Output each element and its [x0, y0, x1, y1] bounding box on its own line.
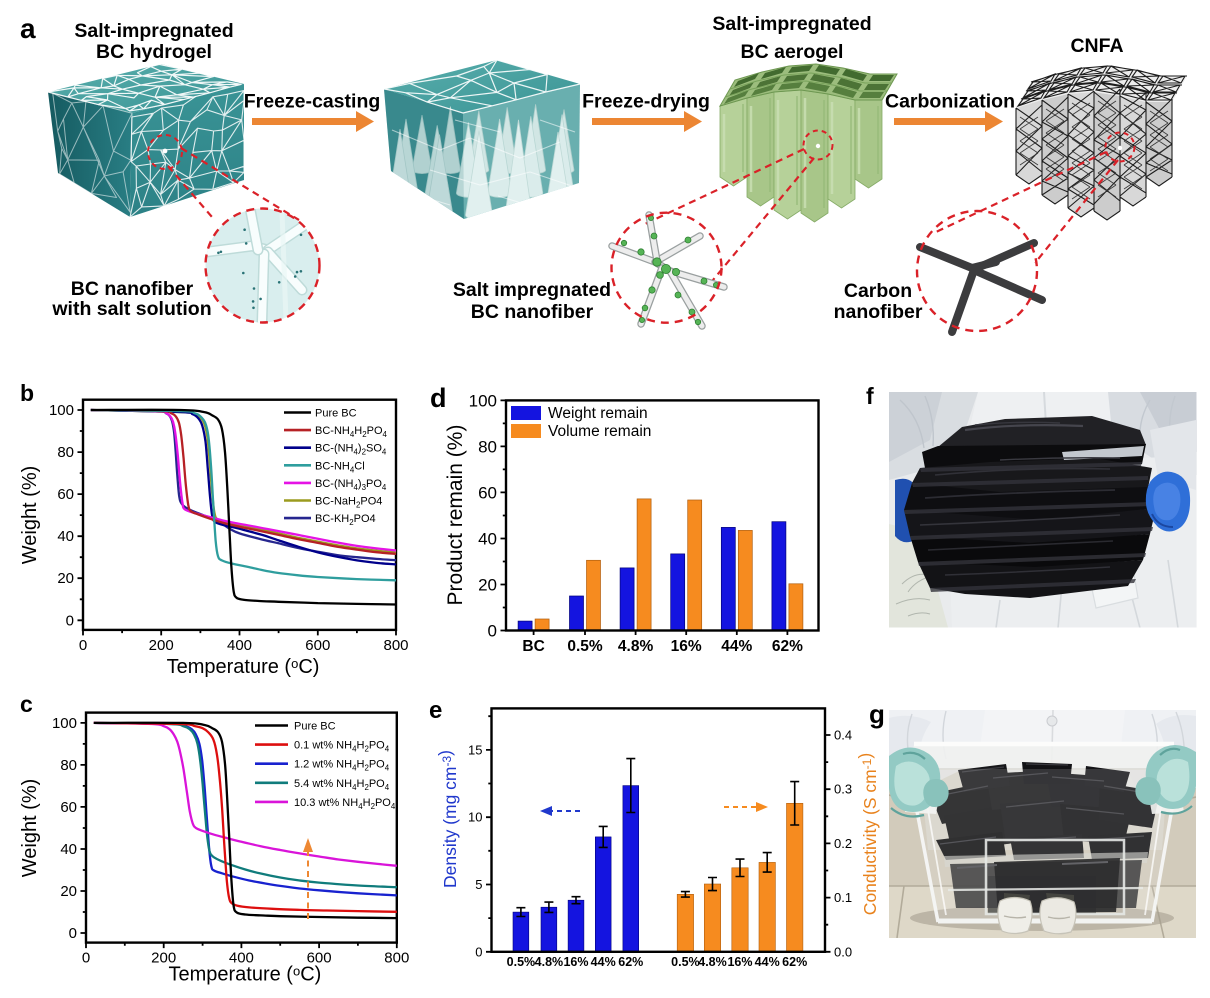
svg-text:0.5%: 0.5%: [567, 638, 603, 655]
svg-text:600: 600: [307, 950, 332, 967]
svg-text:60: 60: [478, 483, 497, 502]
svg-text:0.1: 0.1: [834, 890, 852, 905]
svg-text:200: 200: [151, 950, 176, 967]
svg-text:100: 100: [49, 402, 74, 419]
svg-text:Volume remain: Volume remain: [548, 423, 651, 440]
svg-text:5.4 wt% NH4H2PO4: 5.4 wt% NH4H2PO4: [294, 778, 390, 792]
svg-text:BC: BC: [522, 638, 544, 655]
svg-text:16%: 16%: [671, 638, 702, 655]
svg-text:0.1 wt% NH4H2PO4: 0.1 wt% NH4H2PO4: [294, 740, 390, 754]
svg-text:60: 60: [57, 486, 74, 503]
svg-text:a: a: [20, 13, 36, 44]
svg-text:b: b: [20, 380, 34, 406]
svg-text:80: 80: [60, 757, 77, 774]
svg-text:80: 80: [57, 444, 74, 461]
svg-text:400: 400: [229, 950, 254, 967]
svg-text:20: 20: [60, 883, 77, 900]
svg-text:62%: 62%: [618, 955, 643, 969]
svg-text:Salt impregnated: Salt impregnated: [453, 279, 611, 301]
svg-text:Salt-impregnated: Salt-impregnated: [74, 20, 233, 42]
svg-text:44%: 44%: [721, 638, 752, 655]
svg-text:4.8%: 4.8%: [535, 955, 564, 969]
svg-text:4.8%: 4.8%: [698, 955, 727, 969]
svg-text:44%: 44%: [755, 955, 780, 969]
svg-text:CNFA: CNFA: [1070, 35, 1123, 57]
svg-text:Salt-impregnated: Salt-impregnated: [712, 13, 871, 35]
svg-text:40: 40: [60, 841, 77, 858]
svg-text:0.4: 0.4: [834, 728, 852, 743]
svg-text:100: 100: [52, 715, 77, 732]
svg-text:0.5%: 0.5%: [507, 955, 536, 969]
svg-text:nanofiber: nanofiber: [834, 301, 923, 323]
svg-text:200: 200: [149, 637, 174, 654]
svg-text:15: 15: [468, 742, 482, 757]
svg-text:Product remain (%): Product remain (%): [444, 425, 467, 606]
svg-text:c: c: [20, 691, 33, 717]
svg-text:5: 5: [475, 877, 482, 892]
svg-text:Freeze-drying: Freeze-drying: [582, 91, 710, 113]
svg-text:BC nanofiber: BC nanofiber: [471, 301, 594, 323]
svg-text:BC-(NH4)3PO4: BC-(NH4)3PO4: [315, 478, 387, 492]
svg-text:40: 40: [57, 528, 74, 545]
svg-text:10: 10: [468, 810, 482, 825]
svg-text:with salt solution: with salt solution: [51, 298, 211, 320]
svg-text:80: 80: [478, 437, 497, 456]
svg-text:BC nanofiber: BC nanofiber: [71, 278, 194, 300]
svg-text:Carbon: Carbon: [844, 280, 912, 302]
svg-text:Pure BC: Pure BC: [315, 408, 357, 420]
svg-text:BC-NaH2PO4: BC-NaH2PO4: [315, 496, 382, 510]
svg-text:BC-NH4H2PO4: BC-NH4H2PO4: [315, 425, 388, 439]
svg-text:Carbonization: Carbonization: [885, 91, 1015, 113]
svg-text:4.8%: 4.8%: [618, 638, 654, 655]
svg-text:0: 0: [82, 950, 90, 967]
svg-text:0.3: 0.3: [834, 782, 852, 797]
svg-text:Temperature (oC): Temperature (oC): [167, 656, 320, 678]
svg-text:Temperature (oC): Temperature (oC): [168, 964, 321, 986]
svg-text:16%: 16%: [563, 955, 588, 969]
svg-text:60: 60: [60, 799, 77, 816]
svg-text:800: 800: [384, 950, 409, 967]
svg-text:62%: 62%: [782, 955, 807, 969]
svg-text:Conductivity (S cm-1): Conductivity (S cm-1): [855, 753, 880, 915]
svg-text:600: 600: [305, 637, 330, 654]
svg-text:1.2 wt% NH4H2PO4: 1.2 wt% NH4H2PO4: [294, 759, 390, 773]
svg-text:0: 0: [66, 612, 74, 629]
svg-text:BC-KH2PO4: BC-KH2PO4: [315, 513, 376, 527]
svg-text:20: 20: [478, 576, 497, 595]
svg-text:Weight (%): Weight (%): [19, 466, 41, 565]
svg-text:Weight (%): Weight (%): [19, 779, 41, 878]
svg-text:62%: 62%: [772, 638, 803, 655]
svg-text:10.3 wt% NH4H2PO4: 10.3 wt% NH4H2PO4: [294, 797, 396, 811]
svg-text:Weight remain: Weight remain: [548, 405, 648, 422]
svg-text:800: 800: [383, 637, 408, 654]
svg-text:BC hydrogel: BC hydrogel: [96, 41, 212, 63]
svg-text:Freeze-casting: Freeze-casting: [244, 91, 381, 113]
svg-text:g: g: [869, 699, 885, 729]
svg-text:40: 40: [478, 530, 497, 549]
svg-text:0.0: 0.0: [834, 944, 852, 959]
svg-text:0: 0: [79, 637, 87, 654]
svg-text:400: 400: [227, 637, 252, 654]
svg-text:20: 20: [57, 570, 74, 587]
svg-text:BC-(NH4)2SO4: BC-(NH4)2SO4: [315, 443, 387, 457]
svg-text:16%: 16%: [727, 955, 752, 969]
svg-text:Pure BC: Pure BC: [294, 721, 336, 733]
svg-text:BC aerogel: BC aerogel: [741, 41, 844, 63]
svg-text:Density (mg cm-3): Density (mg cm-3): [435, 750, 460, 888]
svg-text:0: 0: [488, 622, 497, 641]
svg-text:0: 0: [69, 925, 77, 942]
svg-text:0.5%: 0.5%: [671, 955, 700, 969]
svg-text:BC-NH4Cl: BC-NH4Cl: [315, 460, 365, 474]
svg-text:100: 100: [469, 391, 497, 410]
svg-text:44%: 44%: [591, 955, 616, 969]
svg-text:0.2: 0.2: [834, 836, 852, 851]
svg-text:e: e: [429, 697, 442, 724]
svg-text:0: 0: [475, 944, 482, 959]
svg-text:d: d: [430, 383, 447, 413]
svg-text:f: f: [866, 383, 874, 409]
